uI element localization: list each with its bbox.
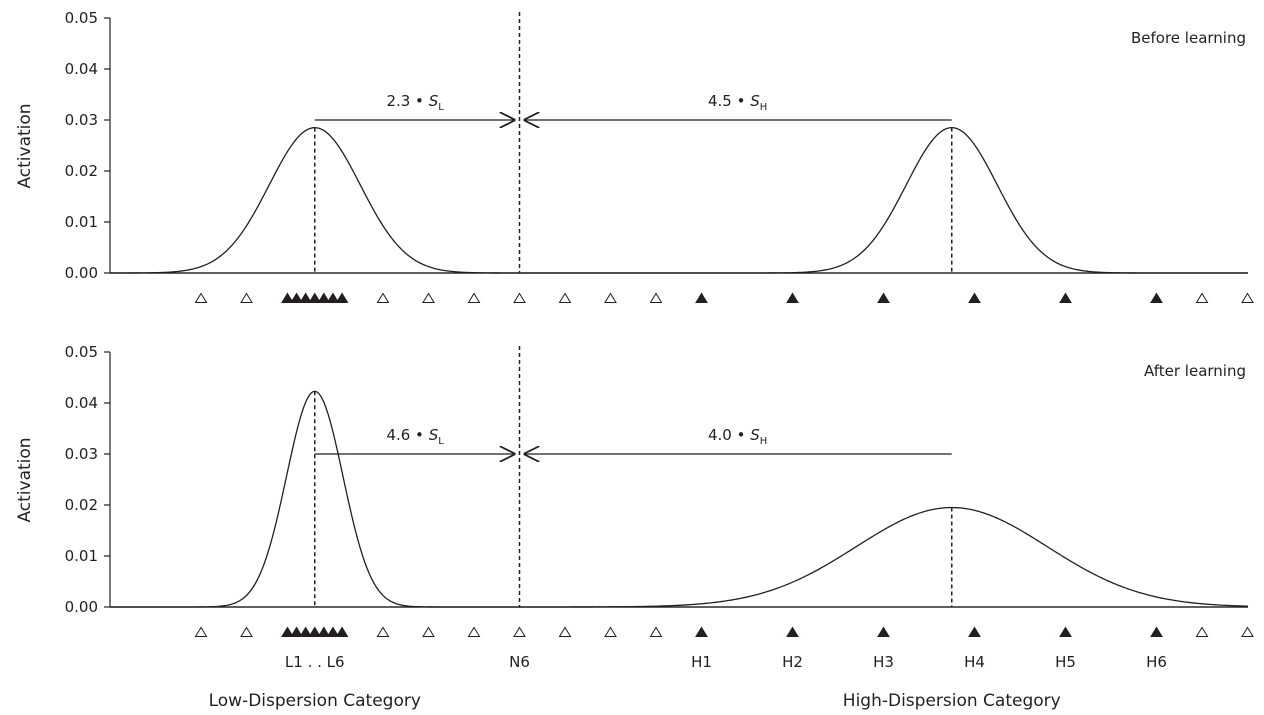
training-stimulus-marker — [326, 626, 340, 637]
training-stimulus-marker — [786, 626, 799, 637]
training-stimulus-marker — [335, 292, 349, 303]
test-stimulus-marker — [1195, 292, 1209, 303]
training-stimulus-marker — [317, 292, 331, 303]
test-stimulus-marker — [194, 292, 208, 303]
test-stimulus-marker — [558, 292, 572, 303]
training-stimulus-marker — [877, 626, 890, 637]
training-stimulus-marker — [877, 292, 890, 303]
test-stimulus-marker — [194, 626, 208, 637]
stimulus-label: H5 — [1055, 653, 1076, 671]
test-stimulus-marker — [240, 626, 253, 637]
test-stimulus-marker — [422, 292, 435, 303]
test-stimulus-marker — [1241, 292, 1254, 303]
test-stimulus-marker — [1241, 626, 1254, 637]
y-tick-label: 0.04 — [65, 394, 98, 412]
training-stimulus-marker — [695, 626, 708, 637]
test-stimulus-marker — [467, 626, 481, 637]
y-axis-label-bottom: Activation — [15, 437, 35, 522]
test-stimulus-marker — [604, 292, 617, 303]
y-axis-label-top: Activation — [15, 103, 35, 188]
training-stimulus-marker — [326, 292, 340, 303]
panel-title-after: After learning — [1144, 362, 1246, 380]
training-stimulus-marker — [317, 626, 331, 637]
activation-curve-low — [110, 390, 1248, 608]
test-stimulus-marker — [649, 292, 663, 303]
y-tick-label: 0.03 — [65, 111, 98, 129]
training-stimulus-marker — [1059, 292, 1072, 303]
training-stimulus-marker — [308, 292, 322, 303]
stimulus-label: H2 — [782, 653, 803, 671]
stimulus-label: H6 — [1146, 653, 1167, 671]
y-tick-label: 0.05 — [65, 343, 98, 361]
training-stimulus-marker — [695, 292, 708, 303]
training-stimulus-marker — [968, 626, 981, 637]
y-tick-label: 0.02 — [65, 496, 98, 514]
training-stimulus-marker — [281, 292, 294, 303]
y-tick-label: 0.03 — [65, 445, 98, 463]
training-stimulus-marker — [290, 292, 303, 303]
panel-title-before: Before learning — [1131, 29, 1246, 47]
stimulus-label: H1 — [691, 653, 712, 671]
training-stimulus-marker — [308, 626, 322, 637]
activation-curve-high — [110, 506, 1249, 608]
stimulus-label: L1 . . L6 — [285, 653, 345, 671]
test-stimulus-marker — [513, 626, 526, 637]
y-tick-label: 0.00 — [65, 598, 98, 616]
test-stimulus-marker — [649, 626, 663, 637]
stimulus-label: H3 — [873, 653, 894, 671]
panel-after-learning: 0.00 0.01 0.02 0.03 0.04 0.05 4.6 • SL 4.0 • SH — [65, 343, 1254, 637]
training-stimulus-marker — [1150, 626, 1163, 637]
test-stimulus-marker — [422, 626, 435, 637]
training-stimulus-marker — [299, 292, 313, 303]
distance-label: 4.5 • SH — [708, 92, 767, 113]
test-stimulus-marker — [376, 626, 390, 637]
y-tick-label: 0.02 — [65, 162, 98, 180]
training-stimulus-marker — [281, 626, 294, 637]
test-stimulus-marker — [467, 292, 481, 303]
test-stimulus-marker — [513, 292, 526, 303]
training-stimulus-marker — [1150, 292, 1163, 303]
training-stimulus-marker — [335, 626, 349, 637]
test-stimulus-marker — [1195, 626, 1209, 637]
test-stimulus-marker — [604, 626, 617, 637]
distance-label: 4.0 • SH — [708, 426, 767, 447]
test-stimulus-marker — [376, 292, 390, 303]
category-label: Low-Dispersion Category — [209, 691, 421, 711]
panel-before-learning: 0.00 0.01 0.02 0.03 0.04 0.05 2.3 • SL 4.5 • SH — [65, 9, 1254, 303]
training-stimulus-marker — [299, 626, 313, 637]
y-tick-label: 0.01 — [65, 213, 98, 231]
activation-curve-high — [110, 126, 1248, 274]
stimulus-label: N6 — [509, 653, 530, 671]
training-stimulus-marker — [968, 292, 981, 303]
test-stimulus-marker — [240, 292, 253, 303]
test-stimulus-marker — [558, 626, 572, 637]
category-label: High-Dispersion Category — [843, 691, 1061, 711]
y-tick-label: 0.05 — [65, 9, 98, 27]
y-tick-label: 0.01 — [65, 547, 98, 565]
training-stimulus-marker — [290, 626, 303, 637]
y-tick-label: 0.00 — [65, 264, 98, 282]
training-stimulus-marker — [786, 292, 799, 303]
x-category-labels: L1 . . L6 N6 H1 H2 H3 H4 H5 H6 Low-Dispersion Ca… — [209, 653, 1167, 711]
distance-label: 4.6 • SL — [386, 426, 444, 447]
distance-label: 2.3 • SL — [386, 92, 444, 113]
y-tick-label: 0.04 — [65, 60, 98, 78]
training-stimulus-marker — [1059, 626, 1072, 637]
stimulus-label: H4 — [964, 653, 985, 671]
activation-curve-low — [110, 126, 1248, 274]
